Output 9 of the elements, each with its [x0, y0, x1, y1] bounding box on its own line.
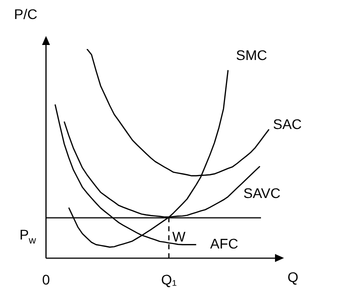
annotation: W [172, 228, 186, 245]
series-label: SAVC [243, 185, 280, 202]
y-axis-title: P/C [14, 6, 38, 22]
x-tick-label: Q₁ [161, 271, 177, 288]
x-tick-label: 0 [42, 271, 50, 288]
series-label: SMC [236, 46, 268, 63]
x-axis-title: Q [288, 269, 299, 286]
series-label: SAC [273, 116, 302, 132]
series-label: AFC [210, 235, 238, 252]
